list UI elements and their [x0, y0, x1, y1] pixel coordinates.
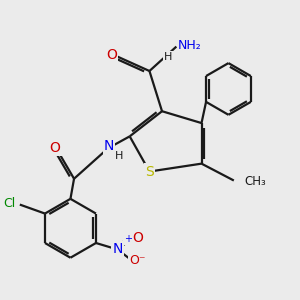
Text: N: N	[104, 140, 114, 153]
Text: O⁻: O⁻	[129, 254, 146, 268]
Text: Cl: Cl	[3, 197, 16, 210]
Text: H: H	[164, 52, 173, 61]
Text: O: O	[50, 141, 60, 155]
Text: +: +	[124, 234, 132, 244]
Text: O: O	[106, 48, 117, 62]
Text: N: N	[112, 242, 123, 256]
Text: O: O	[132, 231, 143, 245]
Text: H: H	[115, 151, 123, 161]
Text: CH₃: CH₃	[244, 175, 266, 188]
Text: S: S	[145, 164, 154, 178]
Text: NH₂: NH₂	[178, 39, 202, 52]
